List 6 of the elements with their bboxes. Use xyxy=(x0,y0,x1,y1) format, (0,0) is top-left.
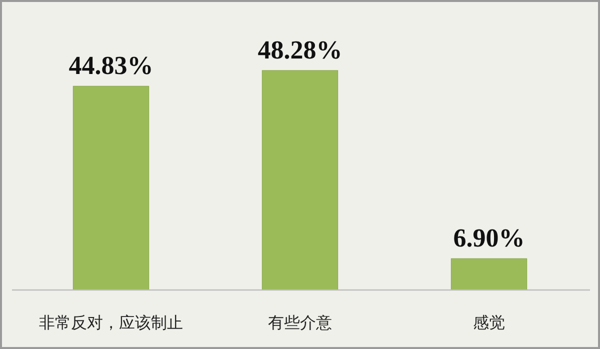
data-label: 48.28% xyxy=(258,35,342,64)
data-label: 6.90% xyxy=(453,224,525,253)
x-tick-label: 感觉 xyxy=(473,313,505,332)
data-label: 44.83% xyxy=(68,51,154,80)
x-tick-label: 有些介意 xyxy=(268,313,332,332)
x-tick-label: 非常反对，应该制止 xyxy=(39,313,183,332)
